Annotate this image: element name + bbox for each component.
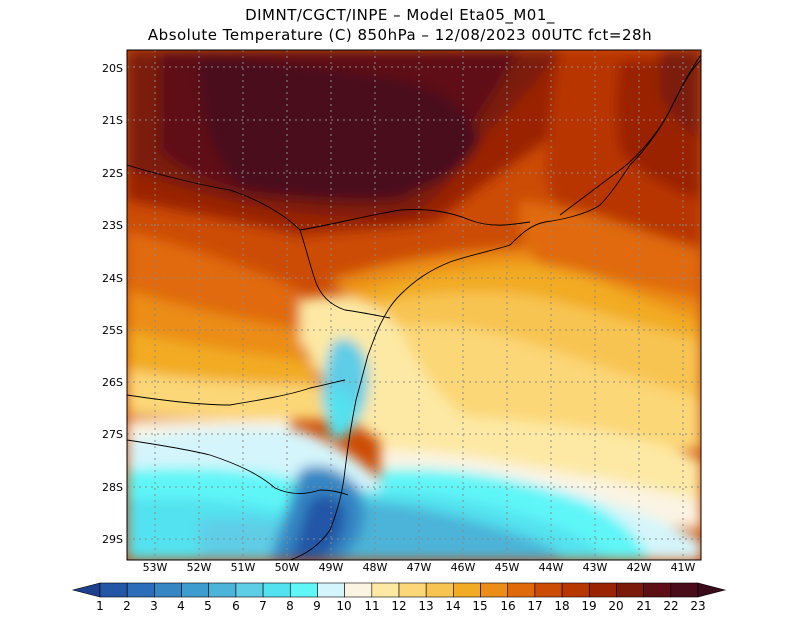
colorbar-label: 21 [636, 599, 652, 613]
colorbar-label: 3 [150, 599, 158, 613]
colorbar-label: 23 [690, 599, 706, 613]
colorbar-label: 1 [96, 599, 104, 613]
colorbar-segment [616, 582, 644, 598]
colorbar-label: 5 [204, 599, 212, 613]
lat-label: 20S [102, 62, 123, 75]
colorbar-label: 12 [391, 599, 407, 613]
lon-label: 47W [406, 561, 432, 574]
lon-label: 48W [362, 561, 388, 574]
lon-label: 41W [670, 561, 696, 574]
colorbar-segment [317, 582, 345, 598]
lat-label: 29S [102, 533, 123, 546]
colorbar-label: 19 [581, 599, 597, 613]
colorbar-segment [344, 582, 373, 598]
colorbar-segment [371, 582, 400, 598]
colorbar-segment [588, 582, 617, 598]
lat-label: 23S [102, 219, 123, 232]
colorbar-segment [126, 582, 155, 598]
lat-label: 22S [102, 167, 123, 180]
colorbar-label: 8 [286, 599, 294, 613]
lat-label: 24S [102, 272, 123, 285]
temperature-field [127, 50, 701, 560]
lon-label: 46W [450, 561, 476, 574]
colorbar-label: 13 [418, 599, 434, 613]
lat-label: 21S [102, 114, 123, 127]
colorbar-label: 14 [445, 599, 461, 613]
lon-label: 52W [186, 561, 212, 574]
lon-label: 51W [230, 561, 256, 574]
colorbar-segment [425, 582, 454, 598]
colorbar-arrow-left [71, 582, 101, 598]
state-border-mg-rj [559, 59, 702, 216]
colorbar-label: 18 [554, 599, 570, 613]
colorbar-segment [154, 582, 182, 598]
colorbar-label: 7 [259, 599, 267, 613]
lon-label: 50W [274, 561, 300, 574]
title-line-1: DIMNT/CGCT/INPE – Model Eta05_M01_ [245, 6, 555, 24]
lat-label: 26S [102, 376, 123, 389]
lon-label: 43W [582, 561, 608, 574]
colorbar-label: 16 [500, 599, 516, 613]
state-border-pr-sc [126, 379, 346, 406]
lon-label: 49W [318, 561, 344, 574]
lon-label: 53W [142, 561, 168, 574]
state-border-sc-rs [126, 439, 349, 496]
title-line-2: Absolute Temperature (C) 850hPa – 12/08/… [147, 26, 653, 44]
colorbar-segment [289, 582, 318, 598]
colorbar-label: 17 [527, 599, 543, 613]
state-border-sp-pr [314, 279, 391, 319]
colorbar-label: 15 [472, 599, 488, 613]
colorbar-arrow-right [697, 582, 727, 598]
lat-label: 27S [102, 428, 123, 441]
colorbar-segment [235, 582, 264, 598]
colorbar-segment [507, 582, 536, 598]
colorbar-segment [670, 582, 699, 598]
map-frame [126, 49, 702, 561]
colorbar-label: 11 [364, 599, 380, 613]
colorbar-segment [99, 582, 128, 598]
lat-label: 25S [102, 324, 123, 337]
colorbar-label: 10 [336, 599, 352, 613]
coastline [289, 54, 702, 561]
colorbar-segment [262, 582, 291, 598]
lon-label: 44W [538, 561, 564, 574]
state-border-north [126, 164, 316, 281]
colorbar-label: 20 [608, 599, 624, 613]
colorbar-label: 22 [663, 599, 679, 613]
coastline-borders [126, 54, 702, 561]
colorbar-segment [643, 582, 672, 598]
colorbar-segment [453, 582, 481, 598]
colorbar-segment [398, 582, 427, 598]
lat-label: 28S [102, 481, 123, 494]
colorbar-segment [480, 582, 509, 598]
state-border-mg-sp [299, 209, 531, 231]
colorbar-segment [208, 582, 237, 598]
colorbar-label: 6 [232, 599, 240, 613]
graticule [127, 50, 701, 560]
colorbar-label: 9 [313, 599, 321, 613]
lon-label: 42W [626, 561, 652, 574]
colorbar-label: 2 [123, 599, 131, 613]
colorbar-label: 4 [177, 599, 185, 613]
colorbar-segment [181, 582, 210, 598]
lon-label: 45W [494, 561, 520, 574]
colorbar-segment [534, 582, 563, 598]
colorbar-segment [561, 582, 590, 598]
